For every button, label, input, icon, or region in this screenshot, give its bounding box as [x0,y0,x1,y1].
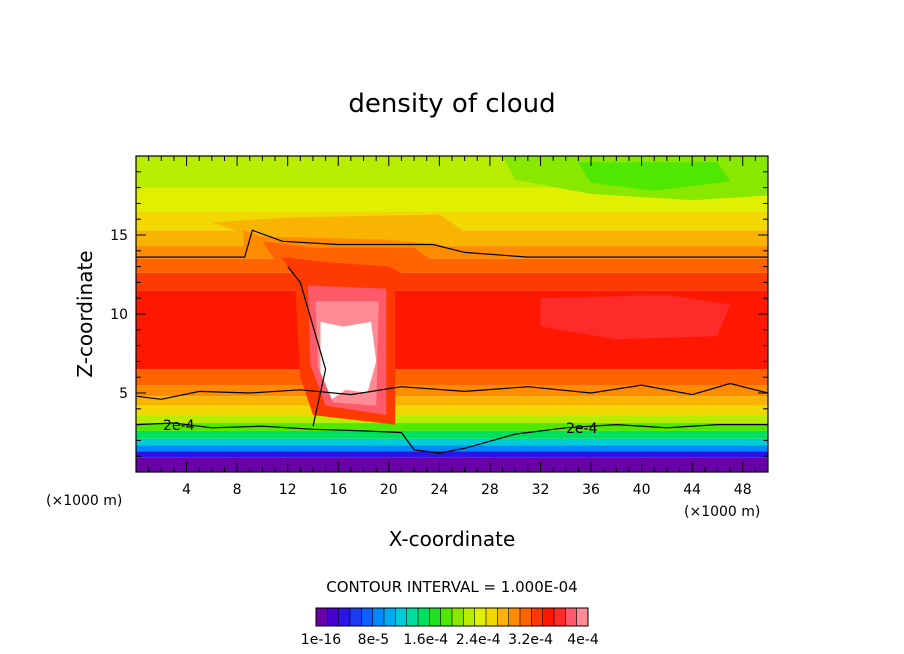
y-axis-ticks: 5 10 15 [110,171,768,457]
density-band-13 [136,258,768,273]
colorbar-swatch [553,607,566,627]
x-tick-label: 8 [233,482,242,498]
x-tick-label: 48 [734,482,752,498]
colorbar-frame [315,607,589,627]
colorbar-label: 2.4e-4 [456,632,501,648]
colorbar-labels: 1e-16 8e-5 1.6e-4 2.4e-4 3.2e-4 4e-4 [301,632,599,648]
colorbar-label: 3.2e-4 [508,632,553,648]
density-band-5 [136,423,768,431]
colorbar-label: 1e-16 [301,632,341,648]
colorbar-swatch [542,607,555,627]
contour-line-2 [136,422,768,454]
colorbar-label: 1.6e-4 [403,632,448,648]
x-tick-label: 44 [683,482,701,498]
colorbar-swatch [463,607,476,627]
colorbar-swatch [383,607,396,627]
colorbar-swatch [440,607,453,627]
density-patches [211,156,768,425]
colorbar-swatch [372,607,385,627]
x-unit-left: (×1000 m) [46,493,122,509]
colorbar [315,607,589,627]
colorbar-swatch [417,607,430,627]
x-tick-label: 16 [329,482,347,498]
contour-label-right: 2e-4 [566,421,598,437]
colorbar-swatch [485,607,498,627]
contour-line-1 [136,382,768,400]
y-tick-label: 5 [119,386,128,402]
x-tick-label: 24 [430,482,448,498]
colorbar-swatch [361,607,374,627]
colorbar-swatch [451,607,464,627]
x-tick-label: 20 [380,482,398,498]
y-tick-label: 10 [110,307,128,323]
y-tick-label: 15 [110,228,128,244]
density-band-1 [136,451,768,458]
density-band-6 [136,415,768,424]
density-band-2 [136,445,768,452]
density-patch-10 [320,321,377,400]
contour-label-left: 2e-4 [163,418,195,434]
contour-line-3 [287,266,327,427]
x-tick-label: 4 [182,482,191,498]
x-tick-label: 36 [582,482,600,498]
density-band-12 [136,272,768,291]
colorbar-swatch [395,607,408,627]
x-tick-label: 32 [532,482,550,498]
density-band-0 [136,457,768,472]
y-axis-label: Z-coordinate [73,250,97,377]
colorbar-label: 8e-5 [358,632,389,648]
contour-line-0 [136,229,768,258]
colorbar-label: 4e-4 [567,632,599,648]
density-band-4 [136,430,768,439]
colorbar-swatch [406,607,419,627]
colorbar-swatch [474,607,487,627]
colorbar-swatch [531,607,544,627]
x-axis-ticks: 4 8 12 16 20 24 28 32 36 40 44 48 [148,156,756,498]
x-tick-label: 12 [279,482,297,498]
colorbar-swatch [349,607,362,627]
density-band-10 [136,369,768,386]
contour-interval: CONTOUR INTERVAL = 1.000E-04 [326,578,577,596]
colorbar-swatch [429,607,442,627]
colorbar-swatch [519,607,532,627]
density-patch-1 [578,162,731,191]
colorbar-swatch [327,607,340,627]
x-axis-label: X-coordinate [389,527,516,551]
density-patch-6 [540,295,731,340]
colorbar-swatch [315,607,328,627]
x-unit-right: (×1000 m) [684,504,760,520]
density-patch-2 [211,214,465,243]
contour-lines [136,229,768,454]
density-band-8 [136,396,768,406]
colorbar-swatch [565,607,578,627]
density-band-7 [136,405,768,416]
colorbar-swatch [576,607,589,627]
x-tick-label: 40 [633,482,651,498]
colorbar-swatch [497,607,510,627]
colorbar-swatch [508,607,521,627]
plot-area [136,156,768,472]
colorbar-swatch [338,607,351,627]
density-band-3 [136,438,768,446]
chart-title: density of cloud [348,89,555,119]
x-tick-label: 28 [481,482,499,498]
